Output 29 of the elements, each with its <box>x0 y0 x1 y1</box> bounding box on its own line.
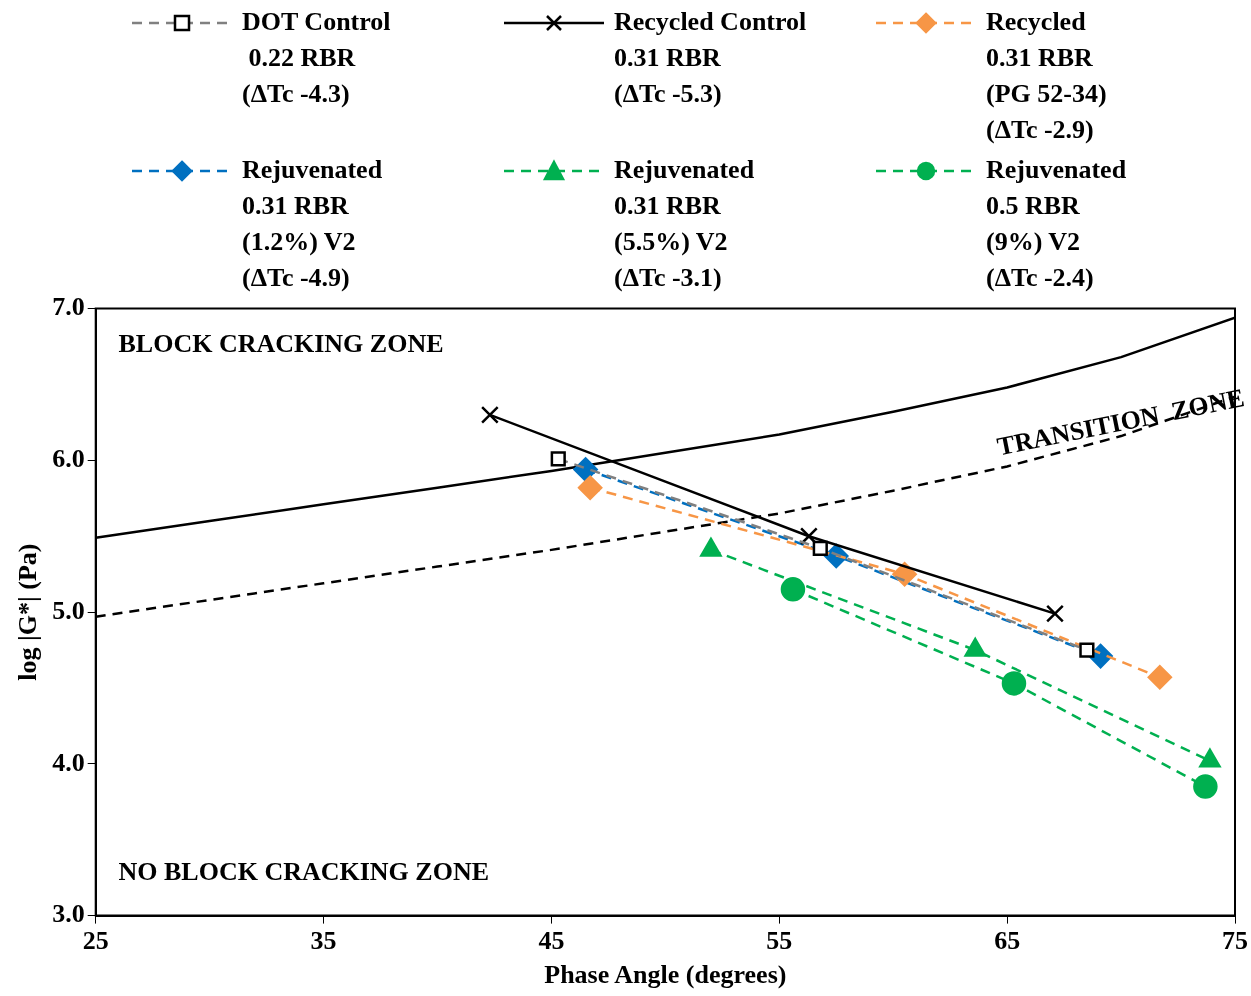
x-tick-label: 25 <box>82 925 109 955</box>
point <box>1193 774 1218 799</box>
x-tick-label: 35 <box>310 925 337 955</box>
x-tick-label: 65 <box>994 925 1021 955</box>
x-tick-label: 45 <box>538 925 565 955</box>
x-tick-label: 75 <box>1222 925 1248 955</box>
point <box>1147 665 1173 690</box>
y-tick-label: 4.0 <box>52 747 85 777</box>
y-tick-label: 5.0 <box>52 595 85 625</box>
y-axis-title: log |G*| (Pa) <box>13 543 43 681</box>
x-tick-label: 55 <box>766 925 793 955</box>
legend-label: Rejuvenated 0.31 RBR (5.5%) V2 (ΔTc -3.1) <box>614 154 755 294</box>
y-tick-label: 6.0 <box>52 444 85 474</box>
y-tick-label: 7.0 <box>52 292 85 322</box>
annotation: NO BLOCK CRACKING ZONE <box>118 856 490 886</box>
legend-label: DOT Control 0.22 RBR (ΔTc -4.3) <box>242 6 391 110</box>
point <box>780 577 806 602</box>
legend-label: Rejuvenated 0.5 RBR (9%) V2 (ΔTc -2.4) <box>986 154 1127 294</box>
annotation: BLOCK CRACKING ZONE <box>118 328 444 358</box>
legend-label: Recycled Control 0.31 RBR (ΔTc -5.3) <box>614 6 807 110</box>
point <box>577 475 603 500</box>
point <box>799 527 818 546</box>
legend-label: Recycled 0.31 RBR (PG 52-34) (ΔTc -2.9) <box>986 6 1107 146</box>
y-tick-label: 3.0 <box>52 899 85 929</box>
point <box>480 405 499 424</box>
point <box>1001 671 1027 696</box>
legend-label: Rejuvenated 0.31 RBR (1.2%) V2 (ΔTc -4.9) <box>242 154 383 294</box>
point <box>1045 604 1065 623</box>
x-axis-title: Phase Angle (degrees) <box>544 960 787 990</box>
